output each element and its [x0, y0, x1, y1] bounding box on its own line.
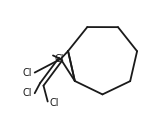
- Text: Cl: Cl: [22, 88, 32, 98]
- Text: Cl: Cl: [50, 98, 59, 108]
- Text: Cl: Cl: [54, 54, 64, 64]
- Text: Cl: Cl: [22, 68, 32, 78]
